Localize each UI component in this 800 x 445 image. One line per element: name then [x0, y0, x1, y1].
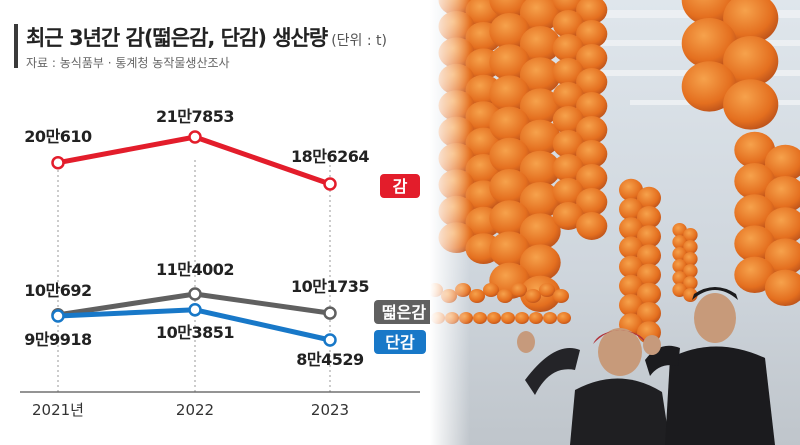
data-point [323, 177, 337, 191]
photo-illustration [430, 0, 800, 445]
person-left [517, 328, 670, 445]
data-point [188, 287, 202, 301]
data-label: 8만4529 [296, 350, 364, 369]
series-line-0 [55, 134, 333, 187]
data-label: 10만692 [24, 281, 91, 300]
person-right [643, 287, 775, 445]
x-tick-label: 2022 [176, 401, 214, 419]
legend-badge [374, 300, 434, 324]
data-label: 18만6264 [291, 147, 369, 166]
x-tick-label: 2023 [311, 401, 349, 419]
legend-label: 단감 [385, 333, 415, 352]
data-point [51, 309, 65, 323]
source-note: 자료 : 농식품부 · 통계청 농작물생산조사 [26, 56, 230, 70]
title-accent-bar [14, 24, 18, 68]
data-point [51, 155, 65, 170]
data-point [323, 306, 337, 320]
data-label: 11만4002 [156, 260, 234, 279]
data-label: 21만7853 [156, 107, 234, 126]
data-label: 10만3851 [156, 323, 234, 342]
data-label: 10만1735 [291, 277, 369, 296]
data-point [188, 303, 202, 317]
data-point [323, 333, 337, 347]
data-point [188, 130, 202, 144]
x-tick-label: 2021년 [32, 401, 84, 419]
persimmon-drying-photo [430, 0, 800, 445]
legend-label: 떫은감 [382, 303, 426, 322]
unit-label: (단위 : t) [331, 33, 387, 49]
chart-title-text: 최근 3년간 감(떫은감, 단감) 생산량 [26, 26, 328, 50]
data-label: 9만9918 [24, 330, 92, 349]
legend-badge [380, 174, 420, 198]
legend-label: 감 [393, 177, 408, 196]
data-label: 20만610 [24, 127, 92, 146]
chart-title: 최근 3년간 감(떫은감, 단감) 생산량 (단위 : t) [26, 22, 387, 52]
legend-badge [374, 330, 426, 354]
